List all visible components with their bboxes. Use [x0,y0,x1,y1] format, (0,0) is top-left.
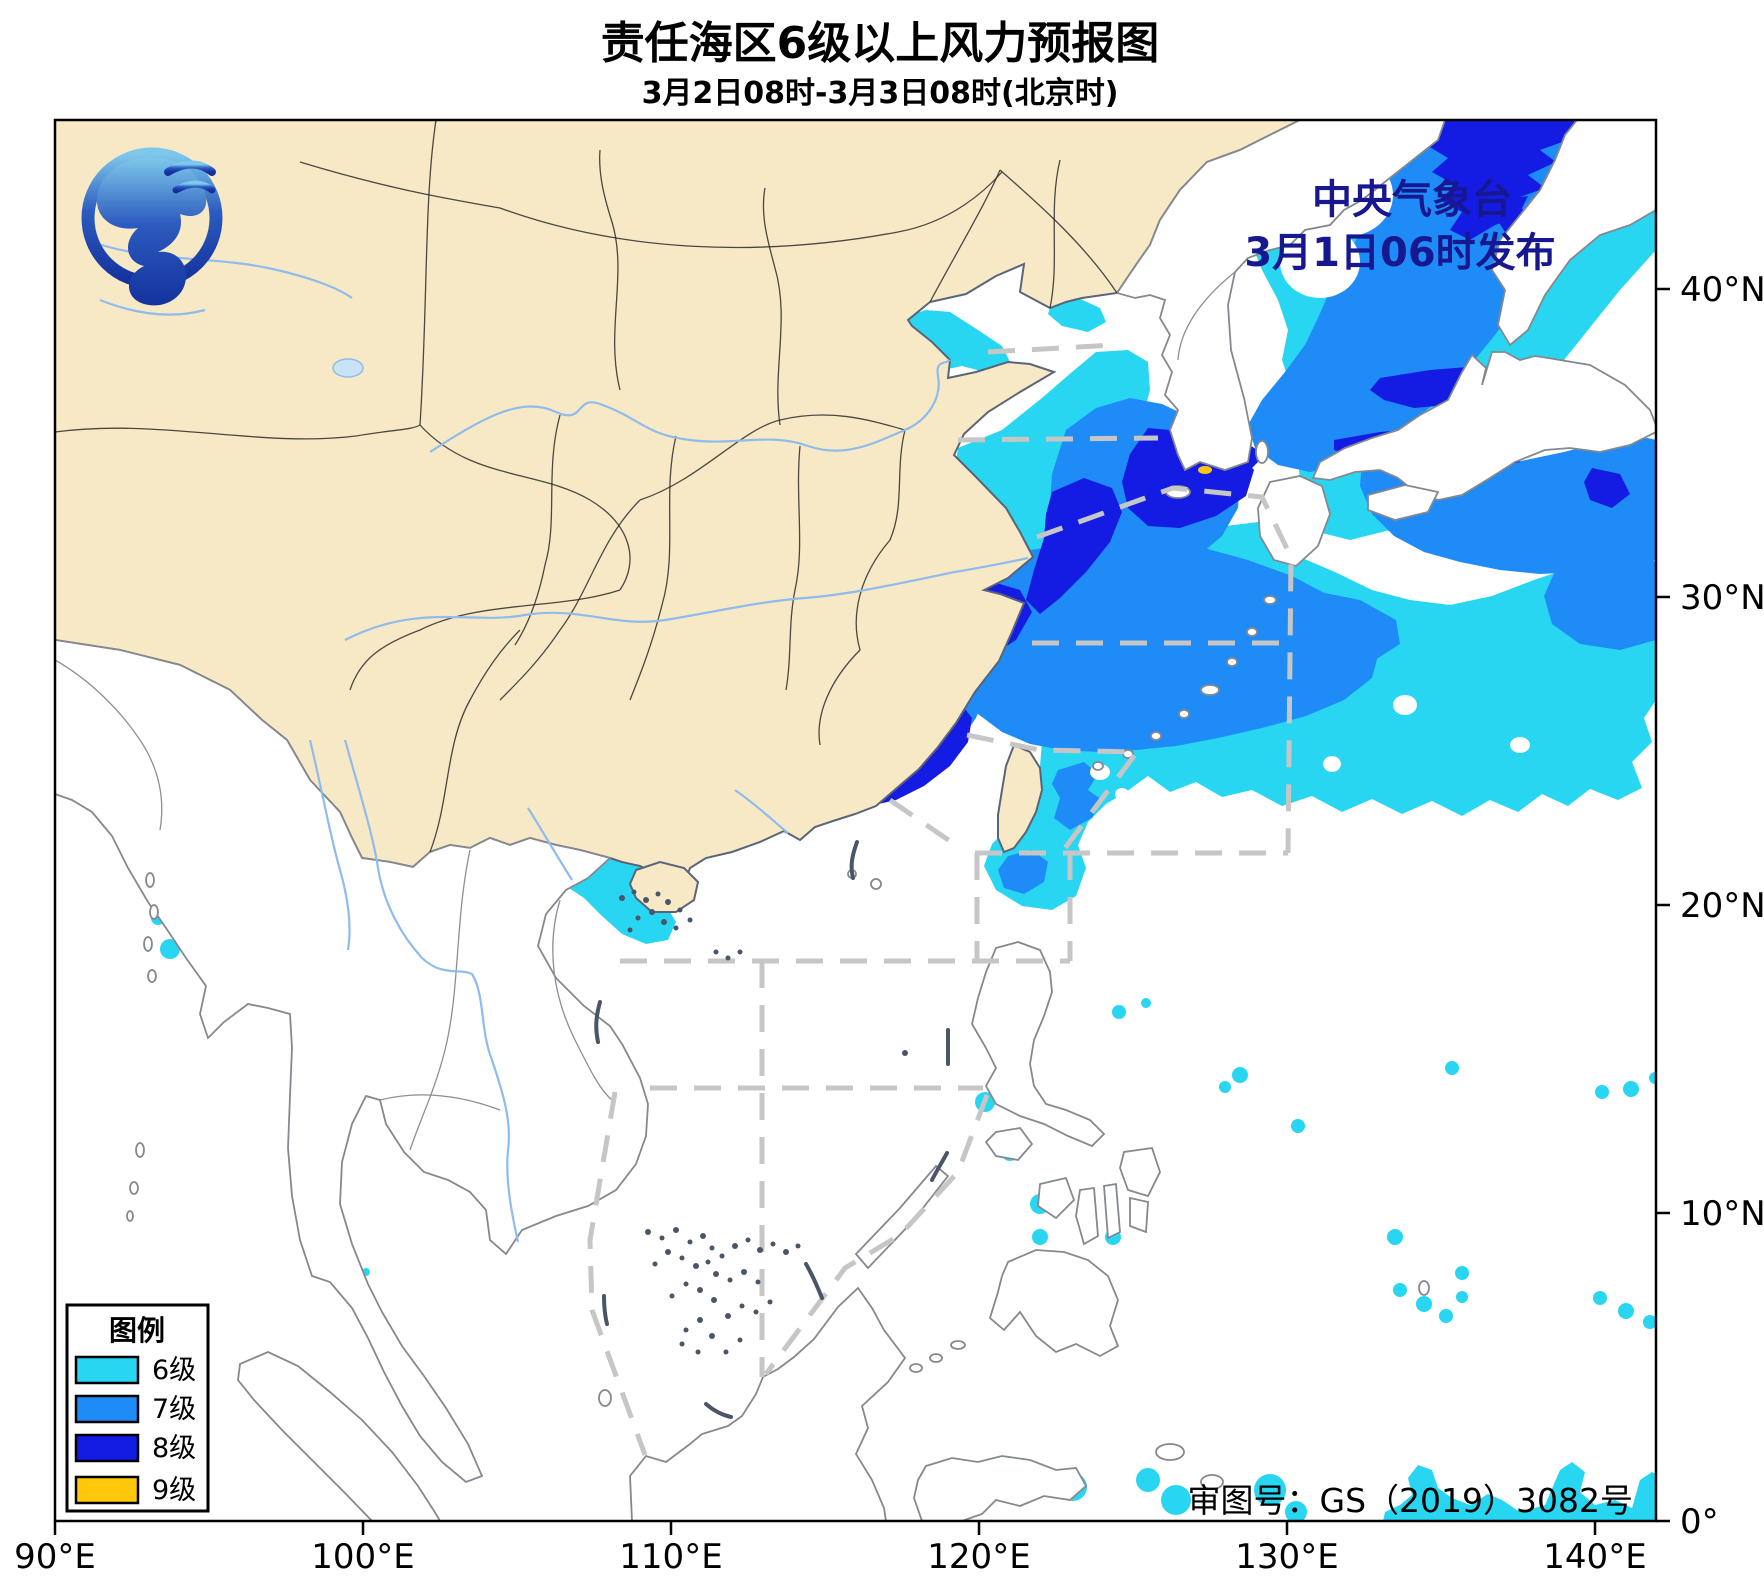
luzon-island [971,941,1106,1148]
map-review-number: 审图号：GS（2019）3082号 [1188,1481,1633,1520]
china-landmass [55,120,1301,913]
ryukyu-islands [1092,595,1277,771]
foreign-borders [55,271,1236,1151]
lon-tick-90e: 90°E [14,1537,96,1577]
page-subtitle: 3月2日08时-3月3日08时(北京时) [642,76,1119,111]
sumatra-island [237,1351,442,1521]
legend-label-8: 8级 [152,1433,196,1464]
cma-logo [81,147,223,306]
foreign-landmasses [55,120,1656,1521]
legend-title: 图例 [109,1314,165,1347]
province-borders [55,120,1118,853]
latitude-axis: 0° 10°N 20°N 30°N 40°N [1656,270,1764,1542]
legend-swatch-8 [74,1433,140,1463]
legend-label-9: 9级 [152,1475,196,1506]
issuer-agency: 中央气象台 [1312,177,1512,223]
map-frame [53,118,1658,1523]
map-legend: 图例 6级 7级 8级 9级 [65,1303,210,1513]
lon-tick-100e: 100°E [311,1537,414,1577]
lat-tick-30n: 30°N [1680,578,1764,618]
lon-tick-130e: 130°E [1235,1537,1338,1577]
lat-tick-0: 0° [1680,1502,1719,1542]
page-title: 责任海区6级以上风力预报图 [601,18,1160,69]
lon-tick-110e: 110°E [619,1537,722,1577]
legend-swatch-9 [74,1475,140,1505]
macclesfield-scarborough [713,949,908,1056]
paracel-islands [619,889,693,933]
issuer-time: 3月1日06时发布 [1244,230,1555,276]
issuer-annotation: 中央气象台 3月1日06时发布 [1244,177,1555,276]
borneo-island [629,1286,907,1521]
nine-dash-line [594,840,950,1419]
tsushima-island [1255,440,1269,464]
lat-tick-40n: 40°N [1680,270,1764,310]
legend-label-6: 6级 [152,1355,196,1386]
lon-tick-140e: 140°E [1543,1537,1646,1577]
lake [332,358,364,378]
longitude-axis: 90°E 100°E 110°E 120°E 130°E 140°E [14,1521,1647,1577]
lon-tick-120e: 120°E [927,1537,1030,1577]
legend-swatch-7 [74,1394,140,1424]
legend-swatch-6 [74,1355,140,1385]
lat-tick-20n: 20°N [1680,886,1764,926]
legend-label-7: 7级 [152,1394,196,1425]
mindanao-island [988,1249,1120,1358]
lat-tick-10n: 10°N [1680,1194,1764,1234]
south-china-sea-islands [594,840,950,1419]
spratly-islands [645,1227,801,1355]
sea-zone-boundaries [587,342,1294,1456]
palawan-island [854,1164,950,1270]
taiwan-island [997,743,1044,854]
